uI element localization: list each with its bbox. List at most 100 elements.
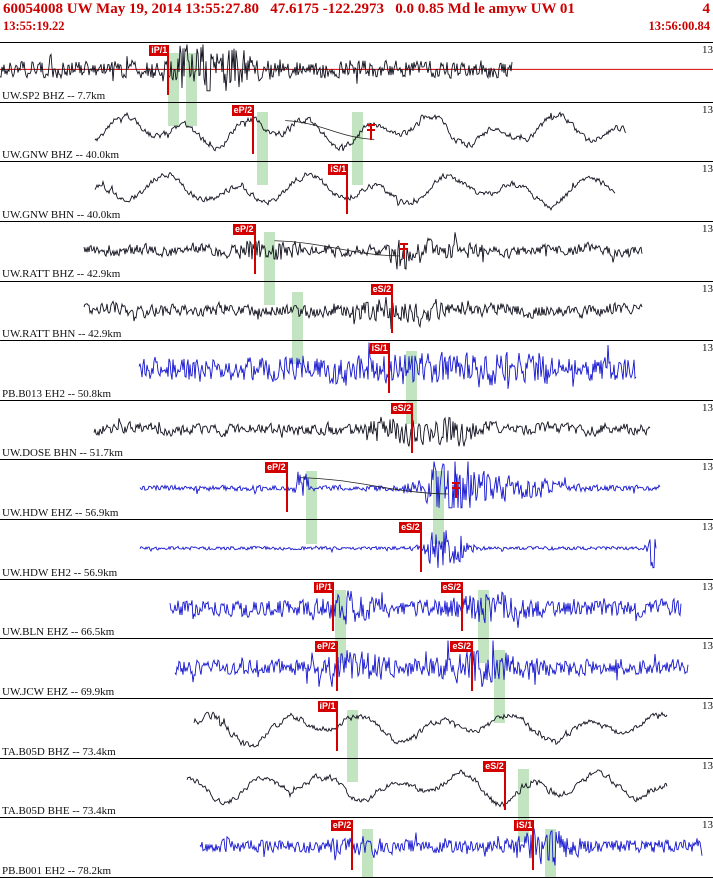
- station-label: PB.B013 EH2 -- 50.8km: [2, 387, 112, 400]
- waveform-trace: [199, 828, 703, 866]
- phase-pick-line: [335, 651, 338, 692]
- waveform-trace: [83, 232, 643, 270]
- waveform-trace: [193, 711, 668, 748]
- phase-pick-label: eS/2: [399, 522, 422, 534]
- trace-row[interactable]: UW.JCW EHZ -- 69.9km 13 eP/2 eS/2: [0, 639, 713, 700]
- clipped-time-label: 13: [702, 222, 713, 235]
- trace-row[interactable]: UW.BLN EHZ -- 66.5km 13 iP/1 eS/2: [0, 580, 713, 640]
- station-label: UW.HDW EHZ -- 56.9km: [2, 507, 119, 520]
- pick-flag[interactable]: [451, 481, 460, 498]
- coda-arc: [274, 240, 400, 257]
- waveform-trace: [138, 342, 637, 390]
- station-label: UW.SP2 BHZ -- 7.7km: [2, 89, 106, 102]
- phase-pick-line: [471, 651, 473, 692]
- waveform: [174, 640, 689, 688]
- waveform-trace: [83, 296, 643, 329]
- phase-pick-label: eP/2: [265, 462, 288, 474]
- phase-pick-label: iP/1: [313, 581, 334, 593]
- time-window-line: 13:55:19.22 13:56:00.84: [0, 18, 713, 34]
- phase-pick-label: eS/2: [483, 760, 506, 772]
- waveform: [138, 342, 637, 390]
- trace-row[interactable]: UW.SP2 BHZ -- 7.7km 13 iP/1: [0, 43, 713, 103]
- waveform: [186, 768, 668, 808]
- trace-row[interactable]: UW.DOSE BHN -- 51.7km 13 eS/2: [0, 401, 713, 461]
- trace-row[interactable]: TA.B05D BHZ -- 73.4km 13 iP/1: [0, 699, 713, 759]
- station-label: UW.RATT BHN -- 42.9km: [2, 328, 122, 341]
- pick-flag[interactable]: [399, 243, 408, 260]
- waveform: [139, 461, 661, 509]
- station-label: UW.BLN EHZ -- 66.5km: [2, 626, 115, 639]
- arrival-window-band: [517, 769, 529, 843]
- phase-pick-line: [253, 233, 256, 274]
- waveform: [169, 590, 682, 628]
- arrival-window-band: [405, 351, 417, 425]
- phase-pick-label: eP/2: [231, 104, 255, 116]
- clipped-time-label: 13: [702, 580, 713, 593]
- phase-pick-label: eS/2: [450, 641, 473, 653]
- waveform: [83, 296, 643, 329]
- trace-row[interactable]: PB.B001 EH2 -- 78.2km 13 eP/2 iS/1: [0, 818, 713, 878]
- clipped-time-label: 13: [702, 700, 713, 713]
- trace-row[interactable]: PB.B013 EH2 -- 50.8km 13 iS/1: [0, 341, 713, 401]
- trace-row[interactable]: TA.B05D BHE -- 73.4km 13 eS/2: [0, 759, 713, 819]
- event-summary-text: 60054008 UW May 19, 2014 13:55:27.80 47.…: [3, 1, 575, 17]
- phase-pick-line: [387, 353, 390, 393]
- arrival-window-layer: [0, 42, 713, 878]
- phase-pick-label: iS/1: [369, 343, 390, 355]
- trace-row[interactable]: UW.HDW EH2 -- 56.9km 13 eS/2: [0, 520, 713, 580]
- clipped-time-label: 13: [702, 163, 713, 176]
- trace-rows: UW.SP2 BHZ -- 7.7km 13 iP/1 UW.GNW BHZ -…: [0, 42, 713, 878]
- clipped-time-label: 13: [702, 342, 713, 355]
- station-label: UW.GNW BHN -- 40.0km: [2, 208, 121, 221]
- station-label: UW.DOSE BHN -- 51.7km: [2, 447, 123, 460]
- arrival-window-band: [335, 590, 347, 664]
- event-header: 60054008 UW May 19, 2014 13:55:27.80 47.…: [0, 0, 713, 42]
- coda-arc: [285, 119, 375, 140]
- event-summary-line: 60054008 UW May 19, 2014 13:55:27.80 47.…: [0, 0, 713, 18]
- phase-pick-line: [461, 591, 464, 632]
- phase-pick-line: [346, 174, 349, 214]
- station-label: UW.JCW EHZ -- 69.9km: [2, 685, 115, 698]
- phase-pick-line: [167, 55, 170, 95]
- arrival-window-band: [263, 231, 275, 305]
- trace-row[interactable]: UW.HDW EHZ -- 56.9km 13 eP/2: [0, 460, 713, 521]
- station-label: PB.B001 EH2 -- 78.2km: [2, 864, 112, 877]
- waveform: [193, 711, 668, 748]
- phase-pick-line: [391, 293, 394, 334]
- trace-row[interactable]: UW.GNW BHN -- 40.0km 13 iS/1: [0, 162, 713, 222]
- clipped-time-label: 13: [702, 44, 713, 56]
- waveform-trace: [94, 172, 616, 212]
- clipped-time-label: 13: [702, 401, 713, 414]
- phase-pick-label: iP/1: [149, 45, 170, 56]
- arrival-window-band: [346, 709, 358, 783]
- waveform-trace: [174, 640, 689, 688]
- trace-row[interactable]: UW.RATT BHN -- 42.9km 13 eS/2: [0, 282, 713, 342]
- waveform: [139, 530, 657, 569]
- phase-pick-line: [503, 770, 506, 811]
- clipped-time-label: 13: [702, 521, 713, 534]
- trace-row[interactable]: UW.RATT BHZ -- 42.9km 13 eP/2: [0, 222, 713, 282]
- waveform: [94, 110, 627, 152]
- phase-pick-line: [419, 532, 422, 572]
- phase-pick-label: eS/2: [370, 283, 394, 295]
- station-label: UW.RATT BHZ -- 42.9km: [2, 268, 121, 281]
- clipped-time-label: 13: [702, 461, 713, 474]
- trace-row[interactable]: UW.GNW BHZ -- 40.0km 13 eP/2: [0, 103, 713, 163]
- phase-pick-line: [411, 412, 414, 453]
- phase-pick-label: iP/1: [317, 701, 338, 713]
- waveform: [94, 172, 616, 212]
- phase-pick-line: [532, 830, 535, 871]
- arrival-window-band: [477, 590, 489, 664]
- window-end-time: 13:56:00.84: [648, 19, 710, 33]
- arrival-window-band: [494, 649, 506, 723]
- arrival-window-band: [545, 829, 557, 878]
- phase-pick-label: eS/2: [440, 581, 464, 593]
- arrival-window-band: [168, 52, 180, 126]
- waveform: [83, 232, 643, 270]
- station-label: UW.GNW BHZ -- 40.0km: [2, 149, 120, 162]
- waveform: [0, 44, 713, 92]
- waveform-trace: [139, 530, 657, 569]
- waveform-trace: [169, 590, 682, 628]
- pick-flag[interactable]: [367, 123, 376, 140]
